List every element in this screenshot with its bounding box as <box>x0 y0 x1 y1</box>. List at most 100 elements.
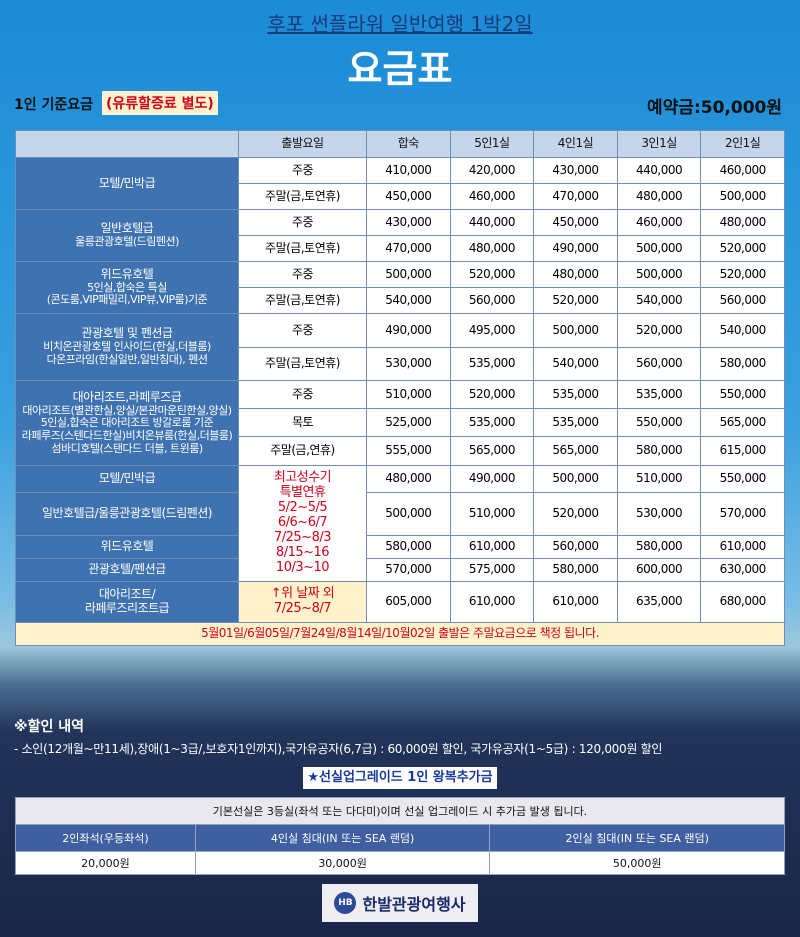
price-cell: 560,000 <box>616 347 702 381</box>
upgrade-price: 20,000원 <box>15 851 196 875</box>
price-cell: 570,000 <box>700 492 785 536</box>
upgrade-table: 기본선실은 3등실(좌석 또는 다다미)이며 선실 업그레이드 시 추가금 발생… <box>15 797 785 875</box>
day-cell: 주말(금,토연휴) <box>238 183 367 210</box>
price-cell: 630,000 <box>700 558 785 582</box>
group-cell: 관광호텔 및 펜션급 비치온관광호텔 인사이드(한실,더블룸) 다온프라임(한실일반… <box>15 313 239 381</box>
price-cell: 580,000 <box>616 436 702 466</box>
rate-row: 대아리조트,라페루즈급 대아리조트(별관한실,양실/본관마운틴한실,양실) 5인실,… <box>15 380 785 466</box>
deposit: 예약금:50,000원 <box>647 98 782 118</box>
price-cell: 520,000 <box>700 235 785 262</box>
rate-row: 주말(금,토연휴) 470,000 480,000 490,000 500,000 520… <box>16 235 785 262</box>
price-cell: 490,000 <box>449 465 535 493</box>
peak-row: 일반호텔급/울릉관광호텔(드림펜션) 500,000 510,000 520,000 5… <box>15 492 785 536</box>
peak-label: 일반호텔급/울릉관광호텔(드림펜션) <box>41 506 213 521</box>
price-cell: 565,000 <box>533 436 618 466</box>
peak-row: 대아리조트/라페루즈리조트급 ↑위 날짜 외 7/25~8/7 605,000 610,… <box>15 581 785 623</box>
rate-row: 주말(금,토연휴) 540,000 560,000 520,000 540,000 560… <box>16 287 785 314</box>
price-cell: 580,000 <box>533 558 618 582</box>
price-cell: 460,000 <box>616 209 702 236</box>
price-cell: 530,000 <box>366 347 451 381</box>
header-cell: 3인1실 <box>616 130 702 158</box>
group-label: (콘도룸,VIP패밀리,VIP뷰,VIP룸)기준 <box>46 293 208 307</box>
upgrade-price: 50,000원 <box>489 851 785 875</box>
price-cell: 540,000 <box>616 287 702 314</box>
group-label: 다온프라임(한실일반,일반침대), 펜션 <box>46 352 208 366</box>
peak-label: 위드유호텔 <box>100 539 154 554</box>
group-label: 일반호텔급 <box>100 221 154 236</box>
header-cell <box>15 130 239 158</box>
price-cell: 520,000 <box>449 380 535 409</box>
price-cell: 500,000 <box>616 261 702 288</box>
discount-title: ※할인 내역 <box>14 719 85 735</box>
group-label: 5인실,합숙은 대아리조트 방갈로룸 기준 <box>40 416 214 430</box>
upgrade-header-row: 2인좌석(우등좌석) 4인실 침대(IN 또는 SEA 랜덤) 2인실 침대(IN … <box>15 824 785 852</box>
price-cell: 570,000 <box>366 558 451 582</box>
price-cell: 565,000 <box>700 408 785 437</box>
peak-day-cell: 최고성수기 특별연휴 5/2~5/5 6/6~6/7 7/25~8/3 8/15~16 10… <box>238 465 367 582</box>
upgrade-title: ★선실업그레이드 1인 왕복추가금★ <box>303 767 497 807</box>
price-cell: 605,000 <box>366 581 451 623</box>
group-cell: 대아리조트,라페루즈급 대아리조트(별관한실,양실/본관마운틴한실,양실) 5인실,… <box>15 380 239 466</box>
price-cell: 510,000 <box>616 465 702 493</box>
rate-row: 주말(금,토연휴) 450,000 460,000 470,000 480,000 500… <box>16 183 785 210</box>
group-cell: 일반호텔급/울릉관광호텔(드림펜션) <box>15 492 239 536</box>
group-label: 5인실,합숙은 특실 <box>87 280 167 294</box>
rate-row: 주말(금,토연휴) 530,000 535,000 540,000 560,000 580… <box>16 347 785 381</box>
peak-label: 대아리조트/ <box>98 587 156 602</box>
price-cell: 520,000 <box>700 261 785 288</box>
price-cell: 615,000 <box>700 436 785 466</box>
price-cell: 480,000 <box>449 235 535 262</box>
price-cell: 430,000 <box>366 209 451 236</box>
header-cell: 2인1실 <box>700 130 785 158</box>
price-cell: 580,000 <box>616 535 702 559</box>
upgrade-note-row: 기본선실은 3등실(좌석 또는 다다미)이며 선실 업그레이드 시 추가금 발생… <box>15 797 785 825</box>
group-label: 대아리조트,라페루즈급 <box>72 389 182 404</box>
price-cell: 560,000 <box>533 535 618 559</box>
price-cell: 540,000 <box>366 287 451 314</box>
group-label: 대아리조트(별관한실,양실/본관마운틴한실,양실) <box>22 403 232 417</box>
price-cell: 500,000 <box>533 313 618 348</box>
group-cell: 관광호텔/펜션급 <box>15 558 239 582</box>
upgrade-note: 기본선실은 3등실(좌석 또는 다다미)이며 선실 업그레이드 시 추가금 발생… <box>15 797 785 825</box>
price-cell: 510,000 <box>366 380 451 409</box>
peak-row: 모텔/민박급 최고성수기 특별연휴 5/2~5/5 6/6~6/7 7/25~8/3 8/1… <box>15 465 785 582</box>
group-cell: 모텔/민박급 <box>15 465 239 493</box>
price-cell: 520,000 <box>533 492 618 536</box>
peak-label: 모텔/민박급 <box>98 471 156 486</box>
peak-day: 6/6~6/7 <box>277 515 328 531</box>
logo-name: 한발관광여행사 <box>362 895 466 914</box>
price-cell: 680,000 <box>700 581 785 623</box>
price-cell: 520,000 <box>449 261 535 288</box>
price-cell: 470,000 <box>366 235 451 262</box>
price-cell: 470,000 <box>533 183 618 210</box>
day-cell: 주말(금,토연휴) <box>238 235 367 262</box>
price-cell: 610,000 <box>700 535 785 559</box>
upgrade-price-row: 20,000원 30,000원 50,000원 <box>15 851 785 875</box>
price-cell: 490,000 <box>533 235 618 262</box>
price-cell: 610,000 <box>533 581 618 623</box>
upgrade-header: 2인좌석(우등좌석) <box>15 824 196 852</box>
day-cell: 주중 <box>238 380 367 409</box>
rate-row: 관광호텔 및 펜션급 비치온관광호텔 인사이드(한실,더블룸) 다온프라임(한실일반… <box>15 313 785 381</box>
price-cell: 575,000 <box>449 558 535 582</box>
price-cell: 550,000 <box>700 380 785 409</box>
peak-day: 최고성수기 <box>273 470 332 486</box>
note: (유류할증료 별도) <box>102 91 218 115</box>
price-cell: 560,000 <box>449 287 535 314</box>
price-cell: 530,000 <box>616 492 702 536</box>
group-cell: 모텔/민박급 <box>15 157 239 210</box>
price-cell: 480,000 <box>616 183 702 210</box>
logo-mark: HB <box>334 892 357 914</box>
price-cell: 520,000 <box>616 313 702 348</box>
price-cell: 525,000 <box>366 408 451 437</box>
header-row: 출발요일 합숙 5인1실 4인1실 3인1실 2인1실 <box>15 130 785 158</box>
group-label: 관광호텔 및 펜션급 <box>81 326 173 341</box>
peak-label: 관광호텔/펜션급 <box>88 562 166 577</box>
header-cell: 5인1실 <box>449 130 535 158</box>
group-cell: 대아리조트/라페루즈리조트급 <box>15 581 239 623</box>
footnote-row: 5월01일/6월05일/7월24일/8월14일/10월02일 출발은 주말요금으… <box>15 622 785 646</box>
price-cell: 500,000 <box>616 235 702 262</box>
price-cell: 555,000 <box>366 436 451 466</box>
peak-day: 8/15~16 <box>275 544 330 560</box>
price-cell: 490,000 <box>366 313 451 348</box>
